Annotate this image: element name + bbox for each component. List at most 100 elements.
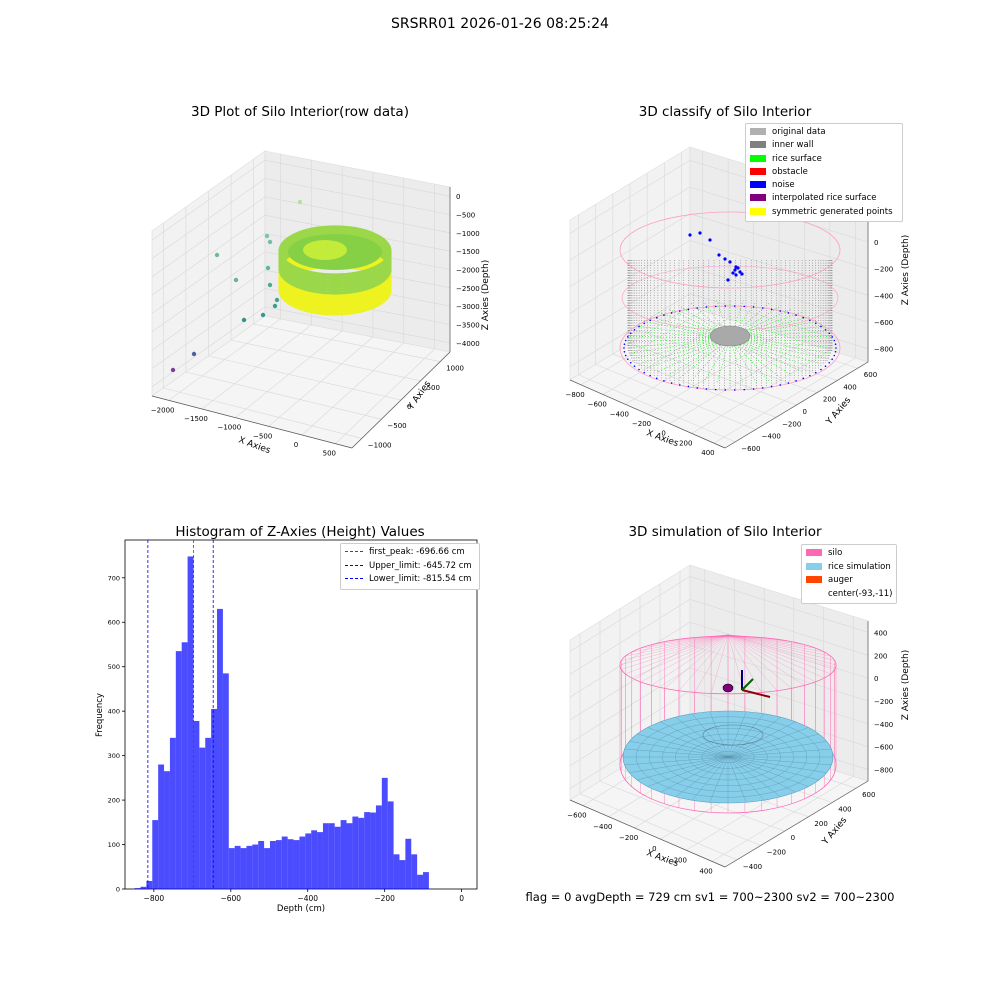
classify-rice-surface-line xyxy=(678,337,731,379)
classify-y-tick: −400 xyxy=(762,433,781,441)
classify-noise-point xyxy=(624,354,627,357)
raw-x-tick: −500 xyxy=(253,432,272,440)
histogram-bar xyxy=(405,838,412,889)
classify-noise-point xyxy=(663,314,665,316)
simulation-rice-mesh xyxy=(709,756,729,803)
histogram-y-tick-label: 0 xyxy=(116,886,120,894)
classify-x-axis-line xyxy=(569,379,726,449)
raw-x-axis-line xyxy=(151,395,353,449)
simulation-rice-mesh xyxy=(660,721,729,758)
histogram-bar xyxy=(411,854,418,889)
raw-z-gridline xyxy=(151,288,266,369)
histogram-y-tick-label: 100 xyxy=(108,841,120,849)
simulation-z-tick: −600 xyxy=(874,744,893,752)
simulation-rice-mesh xyxy=(727,756,809,787)
classify-noise-point xyxy=(638,368,640,371)
classify-noise-point xyxy=(687,385,690,388)
histogram-bar xyxy=(234,845,241,889)
simulation-z-gridline xyxy=(689,621,869,679)
classify-noise-point xyxy=(770,308,773,311)
classify-x-tick: 200 xyxy=(679,439,692,447)
legend-label: silo xyxy=(828,548,843,558)
classify-noise-point xyxy=(833,354,836,357)
simulation-rice-hollow xyxy=(702,724,764,746)
classify-noise-point xyxy=(835,347,837,349)
histogram-bar xyxy=(264,848,270,889)
classify-noise-point xyxy=(696,307,699,309)
classify-z-tick: −400 xyxy=(874,292,893,300)
histogram-bar xyxy=(340,820,347,889)
histogram-bar xyxy=(240,848,247,889)
simulation-rice-mesh xyxy=(709,711,729,758)
classify-noise-point xyxy=(623,343,626,346)
raw-surface-ring xyxy=(278,225,392,277)
classify-noise-point xyxy=(629,361,632,364)
simulation-z-gridline xyxy=(569,621,691,698)
classify-noise-point xyxy=(787,312,790,314)
classify-y-gridline xyxy=(595,364,756,430)
histogram-bar xyxy=(322,823,329,889)
classify-y-gridline xyxy=(612,353,777,418)
simulation-x-tick: 0 xyxy=(652,845,656,853)
classify-x-tick: 0 xyxy=(661,430,665,438)
classify-noise-point xyxy=(761,307,764,309)
histogram-bar xyxy=(222,673,229,889)
classify-y-axis-line xyxy=(724,361,869,449)
classify-x-tick: 400 xyxy=(701,449,714,457)
histogram-bar xyxy=(352,816,359,889)
classify-noise-point xyxy=(833,339,836,342)
classify-rice-surface-line xyxy=(678,305,731,339)
legend-label: symmetric generated points xyxy=(772,206,893,217)
raw-z-tick: 0 xyxy=(456,193,460,201)
simulation-silo-roof-wire xyxy=(727,634,792,689)
classify-noise-point xyxy=(802,377,805,380)
histogram-legend-item: first_peak: -696.66 cm xyxy=(345,546,475,560)
raw-z-tick: −1500 xyxy=(456,248,480,256)
simulation-z-gridline xyxy=(689,598,869,656)
raw-y-gridline xyxy=(185,371,382,420)
histogram-bar xyxy=(375,805,382,889)
legend-line-swatch xyxy=(345,564,363,566)
classify-noise-point xyxy=(809,319,811,322)
classify-noise-point xyxy=(627,336,629,338)
classify-noise-point xyxy=(629,332,632,335)
classify-y-gridline xyxy=(578,374,736,443)
histogram-bar xyxy=(317,832,323,889)
raw-outlier-point xyxy=(214,252,220,258)
raw-z-label: Z Axies (Depth) xyxy=(481,260,491,331)
simulation-rice-mesh xyxy=(727,713,765,758)
simulation-y-tick: −400 xyxy=(743,863,762,871)
raw-z-gridline xyxy=(264,196,451,234)
classify-noise-point xyxy=(708,238,712,242)
legend-swatch xyxy=(806,549,822,556)
classify-legend-item: interpolated rice surface xyxy=(750,192,898,205)
histogram-legend-item: Lower_limit: -815.54 cm xyxy=(345,573,475,587)
classify-noise-point xyxy=(678,384,681,386)
simulation-x-tick: −200 xyxy=(619,834,638,842)
simulation-rice-mesh xyxy=(727,733,819,758)
classify-noise-point xyxy=(623,350,626,353)
raw-z-tick: −2000 xyxy=(456,267,480,275)
raw-z-gridline xyxy=(264,159,451,197)
simulation-rice-mesh xyxy=(727,717,781,758)
classify-z-gridline xyxy=(569,186,691,261)
histogram-bar xyxy=(164,771,170,889)
simulation-3d-plot: −600 −400 −200 0 200 400 −400 −200 0 200 400 600 400… xyxy=(567,564,910,875)
raw-x-tick: 500 xyxy=(323,450,336,458)
simulation-rice-mesh xyxy=(624,748,729,758)
simulation-x-label: X Axies xyxy=(645,848,680,869)
classify-y-tick: 600 xyxy=(864,371,877,379)
simulation-z-gridline xyxy=(689,644,869,702)
simulation-rice-mesh xyxy=(637,756,729,781)
simulation-rice-mesh xyxy=(727,756,827,773)
classify-y-gridline xyxy=(664,322,838,381)
classify-noise-point xyxy=(714,388,717,391)
simulation-z-gridline xyxy=(569,644,691,721)
simulation-rice-mesh xyxy=(727,756,747,803)
histogram-bar xyxy=(169,737,176,889)
histogram-bar xyxy=(158,764,165,889)
classify-rice-surface-line xyxy=(635,337,731,359)
histogram-x-label: Depth (cm) xyxy=(277,904,325,914)
raw-outlier-point xyxy=(170,367,176,373)
simulation-rice-mesh xyxy=(727,756,819,781)
